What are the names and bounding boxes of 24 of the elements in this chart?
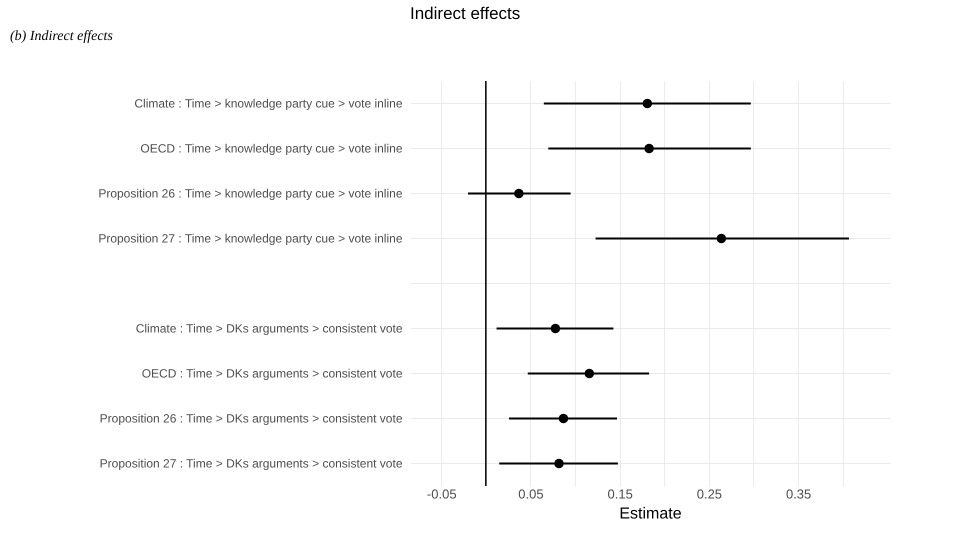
y-tick-label: Climate : Time > knowledge party cue > vote inline — [134, 96, 403, 110]
point — [558, 414, 568, 424]
y-tick-label: Climate : Time > DKs arguments > consistent vote — [136, 322, 403, 336]
point — [642, 98, 652, 108]
point — [644, 144, 654, 154]
y-tick-label: OECD : Time > DKs arguments > consistent vote — [142, 366, 403, 380]
point — [514, 188, 524, 198]
point — [550, 324, 560, 334]
x-axis-title: Estimate — [619, 506, 682, 522]
chart-title: Indirect effects — [410, 4, 520, 23]
y-tick-label: Proposition 26 : Time > DKs arguments > consistent vote — [100, 412, 403, 426]
y-tick-label: Proposition 27 : Time > DKs arguments > consistent vote — [100, 456, 403, 470]
text: (b) Indirect effects — [10, 29, 114, 44]
y-tick-label: Proposition 26 : Time > knowledge party cue > vote inline — [98, 186, 403, 200]
x-tick-label: 0.25 — [696, 486, 722, 502]
x-tick-label: 0.15 — [608, 486, 633, 502]
point — [554, 458, 564, 468]
x-tick-label: 0.05 — [518, 486, 544, 502]
point — [584, 368, 594, 378]
x-tick-label: 0.35 — [786, 486, 812, 502]
y-tick-label: Proposition 27 : Time > knowledge party cue > vote inline — [98, 232, 403, 246]
x-tick-label: -0.05 — [426, 486, 457, 502]
y-tick-label: OECD : Time > knowledge party cue > vote inline — [140, 142, 403, 156]
point — [716, 234, 726, 244]
